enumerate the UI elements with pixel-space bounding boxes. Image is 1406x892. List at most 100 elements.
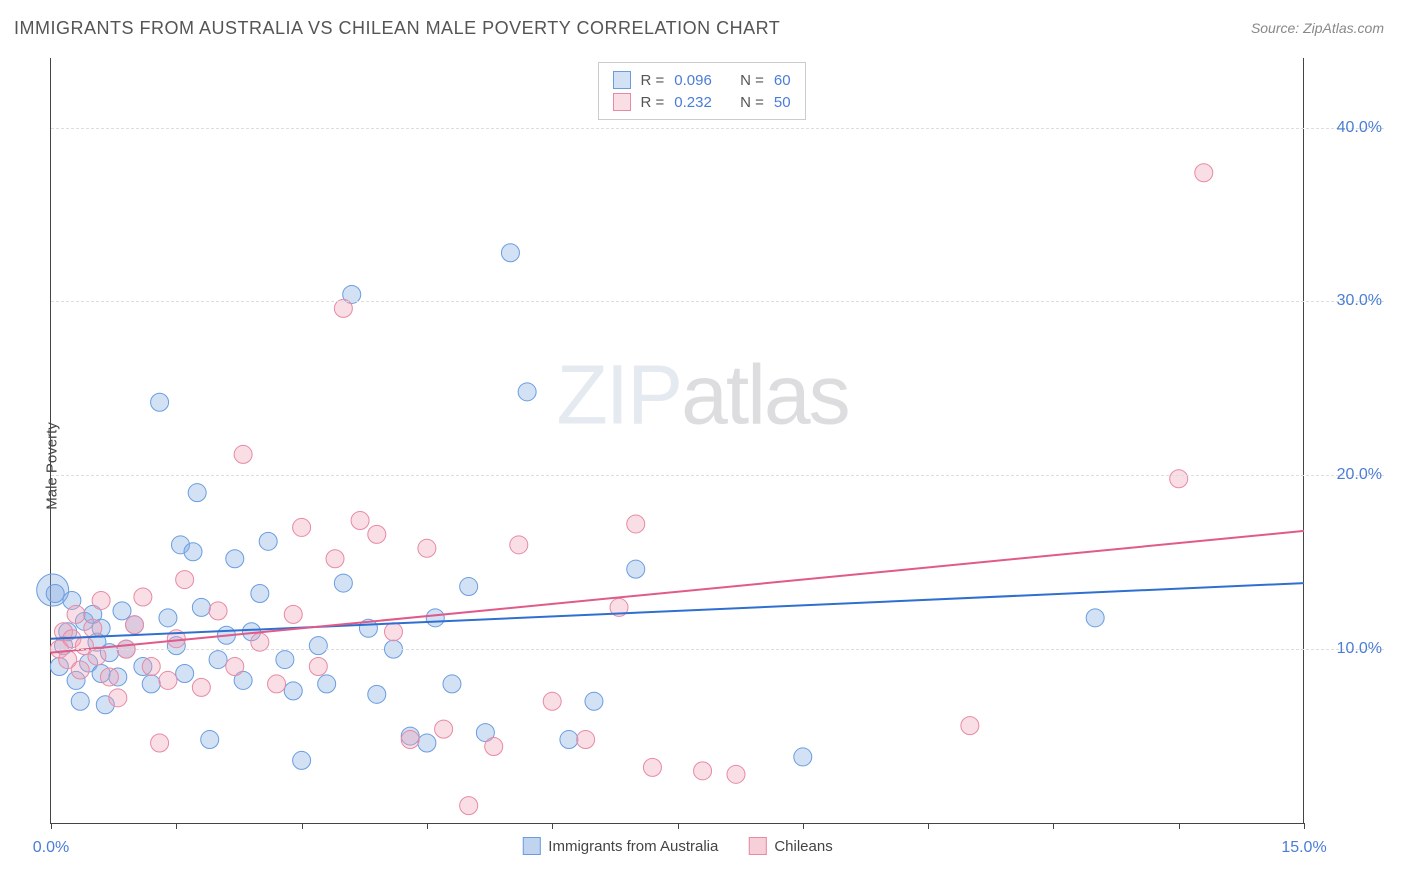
scatter-point — [485, 738, 503, 756]
scatter-point — [151, 734, 169, 752]
scatter-point — [159, 671, 177, 689]
scatter-point — [351, 511, 369, 529]
x-tick — [678, 823, 679, 829]
scatter-point — [188, 484, 206, 502]
legend-series-label: Chileans — [774, 838, 832, 855]
scatter-point — [234, 445, 252, 463]
scatter-point — [276, 651, 294, 669]
scatter-point — [334, 574, 352, 592]
legend-bottom-item: Chileans — [748, 837, 832, 855]
scatter-point — [501, 244, 519, 262]
legend-swatch — [522, 837, 540, 855]
legend-series-label: Immigrants from Australia — [548, 838, 718, 855]
scatter-point — [176, 571, 194, 589]
legend-n-label: N = — [740, 72, 764, 89]
scatter-point — [518, 383, 536, 401]
legend-bottom: Immigrants from Australia Chileans — [522, 837, 832, 855]
legend-r-value: 0.232 — [674, 94, 712, 111]
scatter-point — [46, 585, 64, 603]
gridline-h — [51, 301, 1384, 302]
x-tick-label: 0.0% — [33, 839, 69, 857]
x-tick — [1053, 823, 1054, 829]
scatter-point — [159, 609, 177, 627]
scatter-point — [577, 731, 595, 749]
x-tick — [51, 823, 52, 829]
scatter-point — [226, 550, 244, 568]
scatter-point — [627, 560, 645, 578]
legend-bottom-item: Immigrants from Australia — [522, 837, 718, 855]
scatter-point — [1195, 164, 1213, 182]
legend-r-label: R = — [641, 94, 665, 111]
scatter-point — [109, 689, 127, 707]
scatter-point — [209, 651, 227, 669]
legend-n-value: 50 — [774, 94, 791, 111]
scatter-point — [192, 678, 210, 696]
scatter-point — [151, 393, 169, 411]
scatter-point — [627, 515, 645, 533]
x-tick — [302, 823, 303, 829]
plot-area: ZIPatlas R = 0.096 N = 60R = 0.232 N = 5… — [50, 58, 1304, 824]
scatter-point — [67, 605, 85, 623]
legend-r-value: 0.096 — [674, 72, 712, 89]
scatter-point — [192, 598, 210, 616]
scatter-point — [368, 525, 386, 543]
scatter-point — [460, 797, 478, 815]
x-tick-label: 15.0% — [1281, 839, 1326, 857]
scatter-point — [293, 518, 311, 536]
scatter-point — [1086, 609, 1104, 627]
x-tick — [1304, 823, 1305, 829]
x-tick — [176, 823, 177, 829]
y-tick-label: 10.0% — [1312, 640, 1382, 658]
legend-swatch — [748, 837, 766, 855]
gridline-h — [51, 649, 1384, 650]
scatter-point — [510, 536, 528, 554]
legend-swatch — [613, 71, 631, 89]
scatter-point — [443, 675, 461, 693]
scatter-point — [318, 675, 336, 693]
legend-stats-row: R = 0.232 N = 50 — [613, 91, 791, 113]
scatter-point — [961, 717, 979, 735]
scatter-point — [643, 758, 661, 776]
scatter-point — [71, 661, 89, 679]
scatter-point — [384, 623, 402, 641]
y-tick-label: 30.0% — [1312, 292, 1382, 310]
scatter-point — [259, 532, 277, 550]
source-attribution: Source: ZipAtlas.com — [1251, 20, 1384, 36]
scatter-point — [418, 734, 436, 752]
x-tick — [552, 823, 553, 829]
scatter-point — [418, 539, 436, 557]
x-tick — [1179, 823, 1180, 829]
scatter-point — [126, 616, 144, 634]
legend-stats-row: R = 0.096 N = 60 — [613, 69, 791, 91]
y-tick-label: 20.0% — [1312, 466, 1382, 484]
scatter-point — [309, 658, 327, 676]
plot-svg — [51, 58, 1304, 823]
scatter-point — [368, 685, 386, 703]
scatter-point — [142, 658, 160, 676]
scatter-point — [293, 751, 311, 769]
scatter-point — [284, 605, 302, 623]
scatter-point — [585, 692, 603, 710]
scatter-point — [113, 602, 131, 620]
x-tick — [427, 823, 428, 829]
scatter-point — [694, 762, 712, 780]
x-tick — [803, 823, 804, 829]
scatter-point — [560, 731, 578, 749]
legend-n-value: 60 — [774, 72, 791, 89]
y-tick-label: 40.0% — [1312, 119, 1382, 137]
scatter-point — [426, 609, 444, 627]
scatter-point — [401, 731, 419, 749]
scatter-point — [134, 588, 152, 606]
scatter-point — [727, 765, 745, 783]
chart-title: IMMIGRANTS FROM AUSTRALIA VS CHILEAN MAL… — [14, 18, 780, 39]
scatter-point — [326, 550, 344, 568]
chart-container: Male Poverty ZIPatlas R = 0.096 N = 60R … — [14, 58, 1384, 874]
x-tick — [928, 823, 929, 829]
scatter-point — [84, 619, 102, 637]
scatter-point — [176, 664, 194, 682]
scatter-point — [543, 692, 561, 710]
scatter-point — [71, 692, 89, 710]
scatter-point — [1170, 470, 1188, 488]
scatter-point — [284, 682, 302, 700]
scatter-point — [309, 637, 327, 655]
